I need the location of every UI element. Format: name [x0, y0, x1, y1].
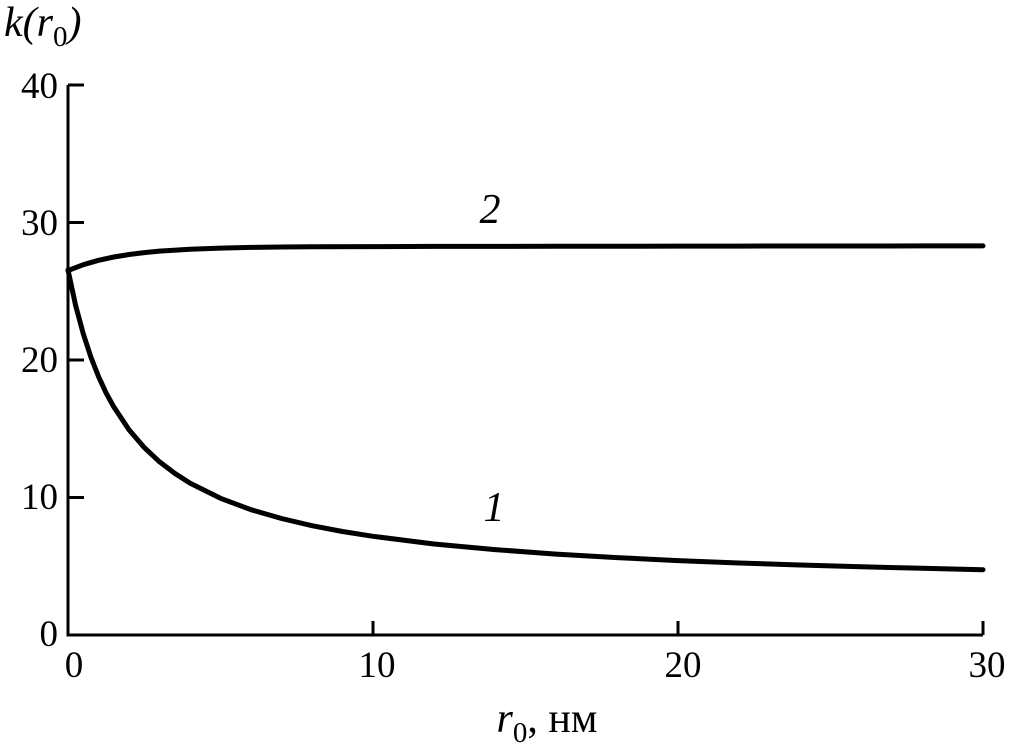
x-axis-title-unit: , нм — [527, 696, 598, 742]
y-axis-title-close: ) — [67, 0, 82, 46]
x-tick-label-10: 10 — [358, 645, 396, 686]
curve-1 — [65, 267, 986, 573]
x-tick-label-0: 0 — [64, 645, 84, 686]
y-tick-label-10: 10 — [21, 477, 58, 518]
x-tick-label-20: 20 — [664, 645, 702, 686]
curve-2 — [65, 243, 986, 274]
y-axis-title-main: k(r — [4, 0, 53, 46]
y-axis-title-subscript: 0 — [52, 21, 68, 53]
x-tick-label-30: 30 — [968, 645, 1006, 686]
x-axis-title-subscript: 0 — [512, 717, 528, 748]
y-tick-label-40: 40 — [21, 66, 58, 107]
x-axis-title: r0, нм — [397, 696, 697, 748]
curve-label-1: 1 — [483, 485, 505, 531]
y-tick-label-30: 30 — [21, 203, 58, 244]
y-tick-label-0: 0 — [39, 614, 59, 655]
y-axis-title: k(r0) — [4, 0, 82, 53]
x-axis-title-main: r — [496, 696, 513, 742]
y-tick-label-20: 20 — [21, 340, 58, 381]
curve-label-2: 2 — [479, 187, 501, 233]
